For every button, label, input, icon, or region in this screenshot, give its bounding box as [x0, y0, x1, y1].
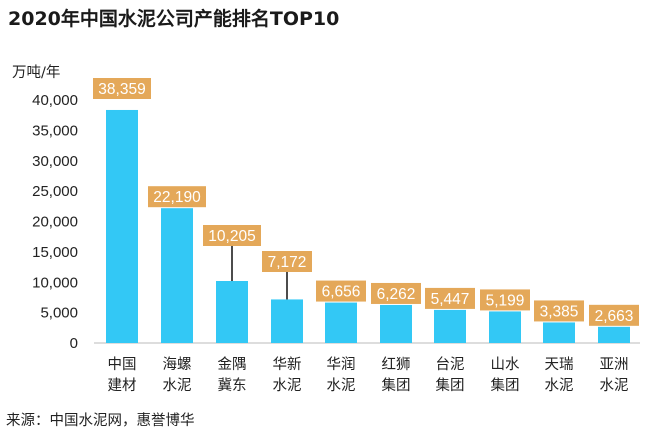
bar	[271, 299, 303, 343]
bar	[543, 322, 575, 343]
category-label: 水泥	[163, 377, 192, 394]
category-label: 金隅	[218, 356, 247, 373]
data-label: 2,663	[595, 308, 634, 325]
data-label: 38,359	[98, 81, 145, 98]
category-label: 红狮	[382, 356, 411, 373]
category-label: 华新	[273, 356, 302, 373]
category-label: 冀东	[218, 377, 247, 394]
category-label: 台泥	[436, 356, 465, 373]
data-label-box	[316, 280, 366, 302]
data-label-box	[589, 304, 639, 326]
bar	[325, 302, 357, 343]
y-tick-label: 35,000	[32, 122, 78, 139]
data-label-box	[93, 78, 151, 99]
data-label-box	[371, 282, 421, 304]
category-label: 亚洲	[600, 357, 629, 373]
data-label: 5,447	[431, 291, 470, 308]
y-tick-label: 25,000	[32, 183, 78, 200]
y-axis-label: 万吨/年	[12, 64, 60, 81]
y-tick-label: 30,000	[32, 153, 78, 170]
bar	[598, 326, 630, 343]
bar	[106, 109, 138, 343]
y-tick-label: 20,000	[32, 214, 78, 231]
data-label: 6,656	[322, 284, 361, 301]
chart-title: 2020年中国水泥公司产能排名TOP10	[8, 8, 340, 30]
data-label: 5,199	[486, 292, 525, 309]
bars-group	[106, 109, 630, 343]
y-axis-ticks: 0 5,000 10,000 15,000 20,000 25,000 30,000 35,0…	[32, 92, 78, 352]
bar	[380, 304, 412, 343]
category-label: 水泥	[273, 377, 302, 394]
bar	[161, 208, 193, 343]
category-label: 建材	[108, 377, 137, 394]
bar	[489, 311, 521, 343]
data-label: 6,262	[377, 286, 416, 303]
category-label: 水泥	[327, 377, 356, 394]
category-label: 集团	[382, 377, 411, 394]
data-label-box	[148, 186, 206, 208]
source-note: 来源：中国水泥网，惠誉博华	[6, 413, 195, 429]
data-labels-group: 38,359 22,190 10,205 7,172 6,656 6,262 5,447 5,…	[93, 78, 639, 326]
category-label: 天瑞	[545, 356, 574, 373]
data-label: 22,190	[153, 189, 201, 206]
data-label-box	[262, 251, 312, 272]
data-label: 10,205	[208, 228, 255, 245]
y-tick-label: 10,000	[32, 274, 78, 291]
y-tick-label: 0	[70, 335, 78, 352]
y-tick-label: 15,000	[32, 244, 78, 261]
data-label-box	[534, 300, 584, 322]
category-label: 华润	[327, 356, 356, 373]
data-label: 7,172	[268, 254, 307, 271]
category-label: 海螺	[163, 356, 192, 373]
data-label-box	[203, 225, 261, 246]
data-label-box	[480, 289, 530, 311]
category-label: 水泥	[545, 377, 574, 394]
category-label: 集团	[436, 377, 465, 394]
y-tick-label: 5,000	[40, 305, 78, 322]
data-label-box	[425, 287, 475, 309]
category-label: 中国	[108, 356, 137, 373]
data-label: 3,385	[540, 303, 579, 320]
y-tick-label: 40,000	[32, 92, 78, 109]
category-label: 水泥	[600, 377, 629, 394]
bar	[216, 281, 248, 343]
bar	[434, 309, 466, 343]
category-label: 山水	[491, 356, 520, 373]
category-label: 集团	[491, 377, 520, 394]
